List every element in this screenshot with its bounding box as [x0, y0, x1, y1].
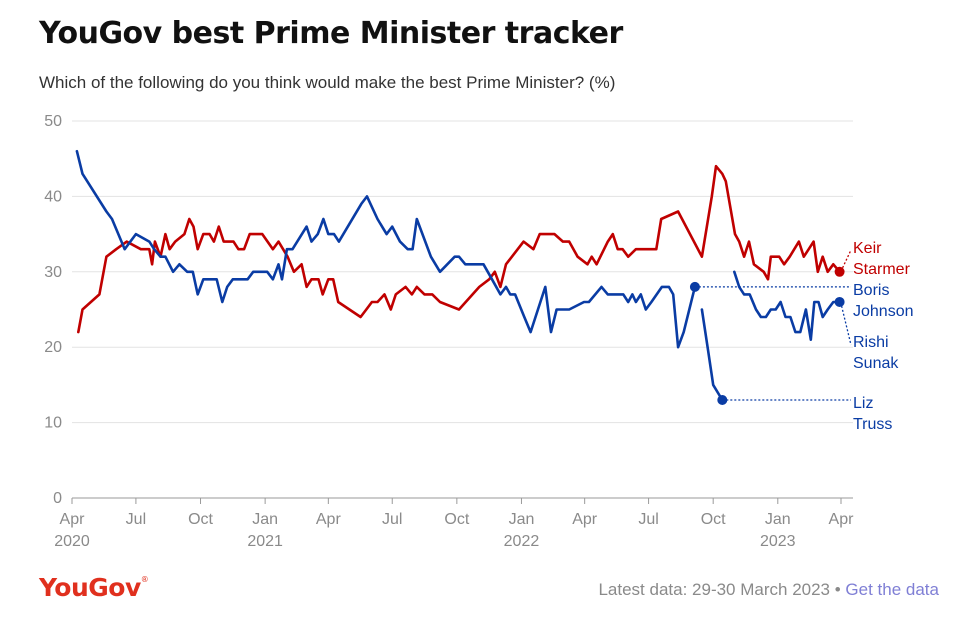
end-marker-rishi-sunak	[834, 296, 845, 307]
x-tick-label: Apr	[572, 511, 598, 528]
series-label-keir-starmer: Keir Starmer	[853, 240, 911, 278]
series-label-line: Sunak	[853, 355, 899, 372]
y-tick-label: 30	[44, 264, 62, 281]
get-the-data-link[interactable]: Get the data	[845, 580, 939, 599]
series-label-line: Boris	[853, 282, 889, 299]
y-axis: 0 10 20 30 40 50	[44, 113, 62, 507]
x-tick-label: Oct	[188, 511, 213, 528]
x-tick-label: Oct	[444, 511, 469, 528]
x-tick-label: Jan	[252, 511, 278, 528]
series-label-rishi-sunak: Rishi Sunak	[853, 334, 899, 372]
series-line-rishi-sunak	[732, 270, 841, 342]
end-marker-keir-starmer	[834, 266, 845, 277]
x-tick-label: Apr	[60, 511, 86, 528]
y-tick-label: 10	[44, 415, 62, 432]
leader-line-rishi-sunak	[840, 305, 852, 346]
series-label-line: Liz	[853, 395, 873, 412]
end-markers	[689, 266, 845, 405]
series-label-line: Johnson	[853, 303, 914, 320]
x-tick-label: Jul	[638, 511, 658, 528]
y-tick-label: 40	[44, 188, 62, 205]
line-chart: 0 10 20 30 40 50 Apr 2020 Jul Oct Jan 2021 Apr Jul Oc…	[44, 113, 914, 550]
x-tick-label: Jul	[126, 511, 146, 528]
x-tick-label: Jan	[509, 511, 535, 528]
x-tick-label: Apr	[316, 511, 342, 528]
end-marker-liz-truss	[717, 394, 728, 405]
y-tick-label: 50	[44, 113, 62, 130]
chart-subtitle: Which of the following do you think woul…	[39, 73, 616, 92]
series-label-line: Starmer	[853, 261, 911, 278]
x-tick-label: Oct	[701, 511, 726, 528]
series-label-liz-truss: Liz Truss	[853, 395, 892, 433]
series-label-boris-johnson: Boris Johnson	[853, 282, 914, 320]
series-label-line: Rishi	[853, 334, 889, 351]
series-label-line: Truss	[853, 416, 892, 433]
x-tick-year-label: 2022	[504, 533, 540, 550]
x-tick-year-label: 2021	[247, 533, 283, 550]
leader-lines	[694, 249, 852, 401]
leader-line-keir-starmer	[842, 249, 852, 269]
yougov-logo: YouGov®	[39, 573, 149, 602]
x-tick-year-label: 2020	[54, 533, 90, 550]
logo-registered-mark: ®	[140, 575, 149, 584]
x-tick-label: Jan	[765, 511, 791, 528]
x-tick-year-label: 2023	[760, 533, 796, 550]
y-tick-label: 0	[53, 490, 62, 507]
x-axis: Apr 2020 Jul Oct Jan 2021 Apr Jul Oct Jan 2022 Apr J…	[54, 498, 854, 550]
gridlines	[72, 120, 853, 499]
latest-data-text: Latest data: 29-30 March 2023 •	[598, 580, 841, 599]
chart-title: YouGov best Prime Minister tracker	[39, 16, 623, 51]
series-labels: Keir Starmer Boris Johnson Liz Truss Rishi Suna…	[853, 240, 914, 433]
series-lines	[75, 149, 841, 402]
x-tick-label: Apr	[829, 511, 855, 528]
x-tick-label: Jul	[382, 511, 402, 528]
series-label-line: Keir	[853, 240, 882, 257]
series-line-keir-starmer	[77, 164, 841, 334]
end-marker-boris-johnson	[689, 281, 700, 292]
y-tick-label: 20	[44, 339, 62, 356]
footer-source: Latest data: 29-30 March 2023 • Get the …	[598, 580, 939, 600]
series-line-boris-johnson	[75, 149, 697, 349]
logo-text: YouGov	[39, 573, 141, 602]
series-line-liz-truss	[700, 308, 724, 402]
